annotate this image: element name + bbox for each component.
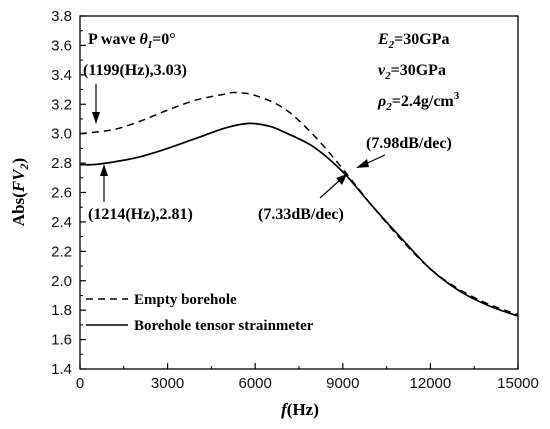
- x-tick-label: 15000: [497, 375, 539, 392]
- x-axis-title: f(Hz): [281, 400, 319, 419]
- series-line-borehole-tensor-strainmeter: [79, 122, 519, 317]
- series-group: [79, 91, 519, 317]
- legend-label-empty-borehole: Empty borehole: [134, 292, 237, 308]
- x-tick-label: 0: [76, 375, 84, 392]
- point2-arrowhead: [100, 164, 108, 176]
- slope1-label: (7.98dB/dec): [366, 135, 452, 152]
- x-tick-label: 3000: [151, 375, 184, 392]
- y-tick-label: 3.0: [51, 126, 72, 143]
- y-tick-label: 2.4: [51, 214, 72, 231]
- legend-label-strainmeter: Borehole tensor strainmeter: [134, 318, 314, 334]
- y-tick-label: 2.8: [51, 155, 72, 172]
- slope1-arrowhead: [356, 159, 369, 168]
- axis-ticks: 0 3000 6000 9000 12000 15000 1.4 1.6 1.8 2.0 2.2 2.…: [51, 8, 539, 392]
- series-line-empty-borehole: [79, 91, 519, 316]
- point2-label: (1214(Hz),2.81): [88, 206, 193, 223]
- y-tick-label: 2.2: [51, 243, 72, 260]
- param-rho: ρ2=2.4g/cm3: [377, 90, 460, 113]
- y-tick-label: 2.6: [51, 185, 72, 202]
- slope2-arrow-line: [319, 179, 341, 199]
- y-tick-label: 1.4: [51, 361, 72, 378]
- legend: Empty borehole Borehole tensor strainmet…: [86, 292, 314, 334]
- x-tick-label: 9000: [326, 375, 359, 392]
- param-e: E2=30GPa: [377, 31, 450, 51]
- y-tick-label: 2.0: [51, 273, 72, 290]
- slope2-label: (7.33dB/dec): [258, 206, 344, 223]
- y-tick-label: 3.6: [51, 37, 72, 54]
- y-tick-label: 3.8: [51, 8, 72, 25]
- y-axis-title: Abs(FV2): [9, 158, 31, 226]
- x-tick-label: 6000: [239, 375, 272, 392]
- y-tick-label: 3.2: [51, 96, 72, 113]
- point1-arrowhead: [92, 112, 100, 124]
- slope2-arrowhead: [336, 174, 347, 185]
- y-tick-label: 3.4: [51, 67, 72, 84]
- wave-annotation: P wave θI=0°: [88, 31, 176, 51]
- x-tick-label: 12000: [410, 375, 452, 392]
- point1-label: (1199(Hz),3.03): [83, 62, 187, 79]
- y-tick-label: 1.6: [51, 332, 72, 349]
- param-nu: ν2=30GPa: [378, 62, 446, 82]
- y-tick-label: 1.8: [51, 302, 72, 319]
